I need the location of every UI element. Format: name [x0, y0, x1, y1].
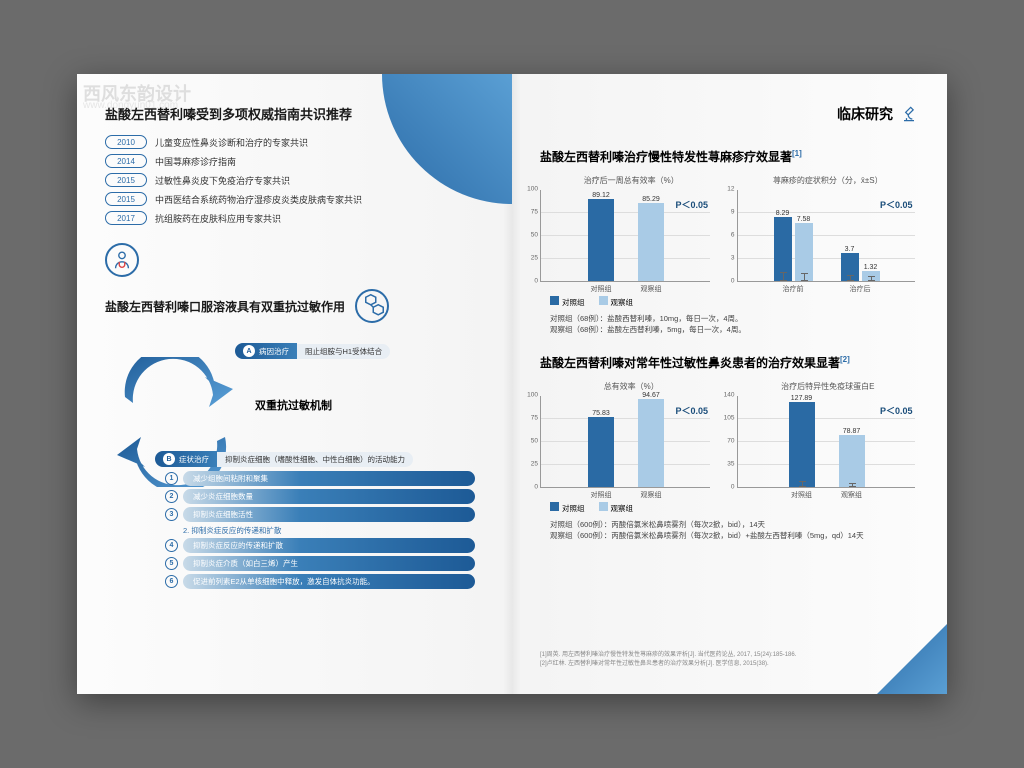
chart-title: 治疗后特异性免疫球蛋白E [737, 381, 920, 392]
chart-bar: 7.58 [795, 223, 813, 281]
mechanism-pill-b: B症状治疗 抑制炎症细胞（嗜酸性细胞、中性白细胞）的活动能力 [155, 451, 413, 467]
chart-bar: 89.12 [588, 199, 614, 281]
charts-row: 治疗后一周总有效率（%） 025507510089.1285.29对照组观察组 … [540, 175, 919, 282]
chart-bar: 94.67 [638, 399, 664, 486]
year-badge: 2017 [105, 211, 147, 225]
charts-row: 总有效率（%） 025507510075.8394.67对照组观察组 P＜0.0… [540, 381, 919, 488]
detail-number: 4 [165, 539, 178, 552]
reference-line: [1]周英. 用左西替利嗪治疗慢性特发性荨麻疹的效果评析[J]. 当代医药论丛,… [540, 651, 919, 659]
page-right: 临床研究 盐酸左西替利嗪治疗慢性特发性荨麻疹疗效显著[1] 治疗后一周总有效率（… [512, 74, 947, 694]
subtitle-row: 盐酸左西替利嗪口服溶液具有双重抗过敏作用 [105, 289, 484, 323]
p-value: P＜0.05 [880, 198, 913, 211]
chart-legend: 对照组 观察组 [550, 502, 919, 514]
detail-number: 6 [165, 575, 178, 588]
chart-bar: 127.89 [789, 402, 815, 486]
year-badge: 2015 [105, 173, 147, 187]
year-text: 儿童变应性鼻炎诊断和治疗的专家共识 [155, 136, 308, 149]
chart-bar: 78.87 [839, 435, 865, 487]
detail-text: 减少组胞间粘附和聚集 [183, 471, 475, 486]
left-subtitle: 盐酸左西替利嗪口服溶液具有双重抗过敏作用 [105, 298, 345, 315]
mechanism-detail-list: 1 减少组胞间粘附和聚集 2 减少炎症细胞数量 3 抑制炎症细胞活性 2. 抑制… [165, 471, 475, 592]
detail-text: 减少炎症细胞数量 [183, 489, 475, 504]
chart-bar: 3.7 [841, 253, 859, 281]
detail-number: 3 [165, 508, 178, 521]
chart: 治疗后特异性免疫球蛋白E 03570105140127.8978.87对照组观察… [737, 381, 920, 488]
chart-title: 荨麻疹的症状积分（分，x̄±S） [737, 175, 920, 186]
year-row: 2017 抗组胺药在皮肤科应用专家共识 [105, 211, 484, 225]
chart: 总有效率（%） 025507510075.8394.67对照组观察组 P＜0.0… [540, 381, 723, 488]
chart-bar: 1.32 [862, 271, 880, 281]
detail-note: 2. 抑制炎症反应的传递和扩散 [183, 525, 475, 536]
detail-text: 抑制炎症介质（如白三烯）产生 [183, 556, 475, 571]
detail-number: 5 [165, 557, 178, 570]
chart-legend: 对照组 观察组 [550, 296, 919, 308]
right-header: 临床研究 [540, 104, 919, 124]
detail-row: 3 抑制炎症细胞活性 [165, 507, 475, 522]
chart-bar: 75.83 [588, 417, 614, 487]
year-badge: 2014 [105, 154, 147, 168]
page-left: 盐酸左西替利嗪受到多项权威指南共识推荐 2010 儿童变应性鼻炎诊断和治疗的专家… [77, 74, 512, 694]
detail-row: 6 促进前列素E2从单核细胞中释放，激发自体抗炎功能。 [165, 574, 475, 589]
study-title: 盐酸左西替利嗪治疗慢性特发性荨麻疹疗效显著[1] [540, 148, 919, 165]
detail-row: 1 减少组胞间粘附和聚集 [165, 471, 475, 486]
references: [1]周英. 用左西替利嗪治疗慢性特发性荨麻疹的效果评析[J]. 当代医药论丛,… [540, 651, 919, 668]
mechanism-pill-a: A病因治疗 阻止组胺与H1受体结合 [235, 343, 390, 359]
watermark-url: www.dongyun01.com [83, 100, 178, 111]
year-text: 抗组胺药在皮肤科应用专家共识 [155, 212, 281, 225]
chart-bar: 8.29 [774, 217, 792, 281]
detail-number: 2 [165, 490, 178, 503]
brochure-spread: 西风东韵设计 www.dongyun01.com 盐酸左西替利嗪受到多项权威指南… [77, 74, 947, 694]
molecule-icon [355, 289, 389, 323]
year-text: 中西医结合系统药物治疗湿疹皮炎类皮肤病专家共识 [155, 193, 362, 206]
study-1: 盐酸左西替利嗪治疗慢性特发性荨麻疹疗效显著[1] 治疗后一周总有效率（%） 02… [540, 148, 919, 336]
detail-text: 抑制炎症反应的传递和扩散 [183, 538, 475, 553]
detail-row: 5 抑制炎症介质（如白三烯）产生 [165, 556, 475, 571]
cycle-arrows-icon [105, 357, 245, 487]
study-notes: 对照组（68例）：盐酸西替利嗪，10mg，每日一次，4周。观察组（68例）：盐酸… [550, 313, 919, 336]
chart: 治疗后一周总有效率（%） 025507510089.1285.29对照组观察组 … [540, 175, 723, 282]
chart-title: 总有效率（%） [540, 381, 723, 392]
mechanism-center-label: 双重抗过敏机制 [255, 397, 332, 413]
chart-title: 治疗后一周总有效率（%） [540, 175, 723, 186]
reference-line: [2]卢红林. 左西替利嗪对常年性过敏性鼻炎患者的治疗效果分析[J]. 医学信息… [540, 660, 919, 668]
detail-row: 4 抑制炎症反应的传递和扩散 [165, 538, 475, 553]
p-value: P＜0.05 [675, 198, 708, 211]
year-row: 2015 过敏性鼻炎皮下免疫治疗专家共识 [105, 173, 484, 187]
year-text: 中国荨麻疹诊疗指南 [155, 155, 236, 168]
study-2: 盐酸左西替利嗪对常年性过敏性鼻炎患者的治疗效果显著[2] 总有效率（%） 025… [540, 354, 919, 542]
study-notes: 对照组（600例）：丙酸倍氯米松鼻喷雾剂（每次2掀，bid），14天观察组（60… [550, 519, 919, 542]
study-title: 盐酸左西替利嗪对常年性过敏性鼻炎患者的治疗效果显著[2] [540, 354, 919, 371]
mechanism-diagram: A病因治疗 阻止组胺与H1受体结合 双重抗过敏机制 B症状治疗 抑制炎症细胞（嗜… [105, 337, 484, 547]
header-label: 临床研究 [837, 104, 893, 124]
p-value: P＜0.05 [880, 404, 913, 417]
chart: 荨麻疹的症状积分（分，x̄±S） 0369128.297.583.71.32治疗… [737, 175, 920, 282]
detail-text: 抑制炎症细胞活性 [183, 507, 475, 522]
doctor-icon [105, 243, 139, 277]
detail-number: 1 [165, 472, 178, 485]
year-badge: 2010 [105, 135, 147, 149]
chart-bar: 85.29 [638, 203, 664, 281]
detail-row: 2 减少炎症细胞数量 [165, 489, 475, 504]
year-row: 2015 中西医结合系统药物治疗湿疹皮炎类皮肤病专家共识 [105, 192, 484, 206]
year-text: 过敏性鼻炎皮下免疫治疗专家共识 [155, 174, 290, 187]
year-badge: 2015 [105, 192, 147, 206]
microscope-icon [899, 104, 919, 124]
detail-text: 促进前列素E2从单核细胞中释放，激发自体抗炎功能。 [183, 574, 475, 589]
p-value: P＜0.05 [675, 404, 708, 417]
